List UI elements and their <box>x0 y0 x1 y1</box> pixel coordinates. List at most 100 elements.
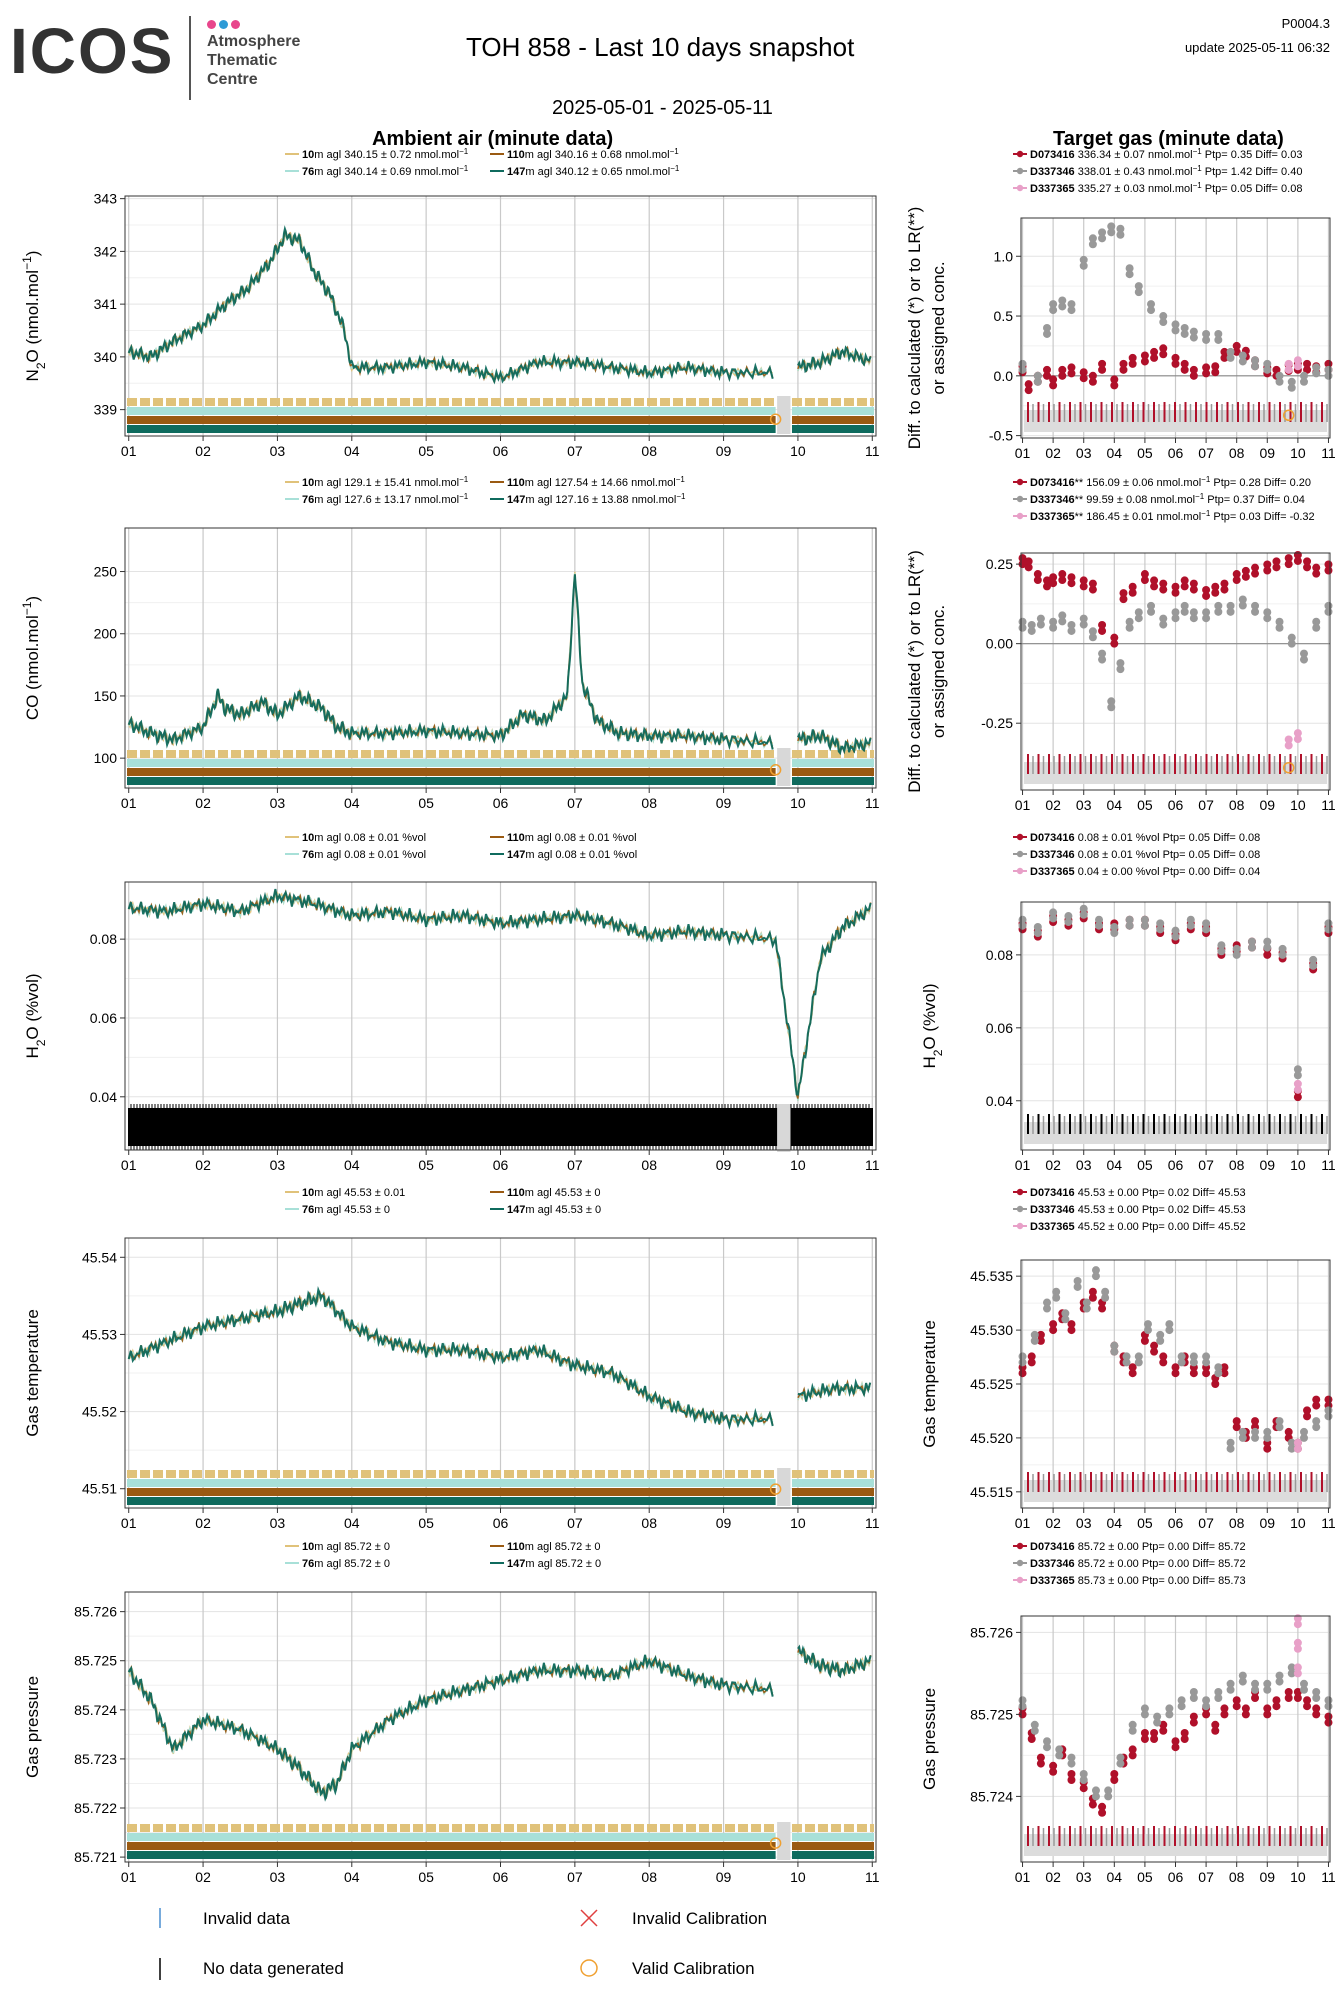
y-axis-label-part: ) <box>23 251 42 257</box>
legend-entry-part: m agl 340.16 ± 0.68 nmol.mol <box>525 149 670 161</box>
x-tick-label: 10 <box>790 1515 806 1531</box>
legend-entry-part: 156.09 ± 0.06 nmol.mol <box>1083 477 1201 489</box>
legend-entry-part: −1 <box>459 492 469 501</box>
x-tick-label: 08 <box>1229 445 1245 461</box>
left-heading: Ambient air (minute data) <box>372 128 613 150</box>
legend-entry-part: D337365 <box>1030 866 1075 878</box>
y-axis-label-part: −1 <box>20 256 34 270</box>
x-tick-label: 09 <box>1259 1515 1275 1531</box>
x-tick-label: 03 <box>1076 797 1092 813</box>
y-axis-label: Diff. to calculated (*) or to LR(**) <box>905 207 924 450</box>
y-axis-label-part: 2 <box>34 362 48 369</box>
legend-entry-part: m agl 0.08 ± 0.01 %vol <box>314 832 426 844</box>
legend-entry: 76m agl 45.53 ± 0 <box>302 1204 390 1216</box>
x-tick-label: 02 <box>1045 1515 1061 1531</box>
legend-entry: 10m agl 129.1 ± 15.41 nmol.mol−1 <box>302 475 469 490</box>
legend-entry-part: Ptp= 0.05 Diff= 0.08 <box>1202 183 1303 195</box>
legend-dot-D073416 <box>1016 478 1024 486</box>
legend-dot-D337365 <box>1016 867 1024 875</box>
x-tick-label: 02 <box>195 1157 211 1173</box>
y-axis-label: N2O (nmol.mol−1) <box>20 251 48 382</box>
legend-entry-part: 10 <box>302 1541 314 1553</box>
legend-entry-part: m agl 85.72 ± 0 <box>314 1541 390 1553</box>
x-tick-label: 11 <box>865 795 880 811</box>
legend-entry-part: 45.53 ± 0.00 <box>1075 1204 1139 1216</box>
x-tick-label: 07 <box>1198 797 1214 813</box>
y-axis-label-part: Gas temperature <box>920 1320 939 1448</box>
legend-entry-part: 147 <box>507 1558 525 1570</box>
legend-entry-part: m agl 0.08 ± 0.01 %vol <box>525 832 637 844</box>
legend-entry: D073416 85.72 ± 0.00 Ptp= 0.00 Diff= 85.… <box>1030 1541 1246 1553</box>
x-tick-label: 10 <box>1290 445 1306 461</box>
legend-entry-part: 76 <box>302 1204 314 1216</box>
x-tick-label: 01 <box>121 1515 137 1531</box>
series-line-h147 <box>127 574 872 756</box>
legend-entry-part: D073416 <box>1030 1187 1075 1199</box>
x-tick-label: 10 <box>790 1869 806 1885</box>
legend-entry-part: m agl 127.16 ± 13.88 nmol.mol <box>525 494 676 506</box>
x-tick-label: 07 <box>1198 1515 1214 1531</box>
x-tick-label: 06 <box>1168 1157 1184 1173</box>
legend-entry-part: −1 <box>1193 147 1203 156</box>
x-tick-label: 02 <box>1045 1157 1061 1173</box>
x-tick-label: 04 <box>344 1869 360 1885</box>
legend-entry-part: m agl 85.72 ± 0 <box>525 1541 601 1553</box>
legend-dot-D337346 <box>1016 167 1024 175</box>
x-tick-label: 03 <box>1076 445 1092 461</box>
y-axis-label: Gas temperature <box>23 1309 42 1437</box>
x-tick-label: 08 <box>1229 1157 1245 1173</box>
legend-entry-part: −1 <box>1195 492 1205 501</box>
legend-entry-part: Ptp= 0.05 Diff= 0.08 <box>1160 849 1261 861</box>
gap-band <box>777 396 791 434</box>
x-tick-label: 09 <box>716 1157 732 1173</box>
x-tick-label: 07 <box>567 1869 583 1885</box>
x-tick-label: 09 <box>1259 1869 1275 1885</box>
x-tick-label: 09 <box>716 443 732 459</box>
x-tick-label: 04 <box>344 1157 360 1173</box>
x-tick-label: 06 <box>493 1515 509 1531</box>
legend-entry-part: ** <box>1075 494 1084 506</box>
gap-band <box>777 1104 791 1152</box>
y-tick-label: 1.0 <box>994 248 1014 264</box>
legend-entry: 110m agl 340.16 ± 0.68 nmol.mol−1 <box>507 147 679 162</box>
series-line-h147 <box>127 888 872 1096</box>
logo-sub-line: Thematic <box>207 52 278 69</box>
valid-calibration-marker <box>1282 761 1295 774</box>
y-tick-label: 0.04 <box>986 1093 1013 1109</box>
legend-entry-part: 76 <box>302 494 314 506</box>
x-tick-label: 06 <box>1168 445 1184 461</box>
legend-entry: D337346 0.08 ± 0.01 %vol Ptp= 0.05 Diff=… <box>1030 849 1260 861</box>
x-tick-label: 08 <box>1229 797 1245 813</box>
legend-entry-part: Ptp= 0.00 Diff= 45.52 <box>1139 1221 1246 1233</box>
x-tick-label: 01 <box>121 1869 137 1885</box>
y-tick-label: 85.722 <box>74 1800 117 1816</box>
legend-entry-part: 85.72 ± 0.00 <box>1075 1558 1139 1570</box>
legend-dot-D337346 <box>1016 850 1024 858</box>
legend-entry-part: m agl 340.15 ± 0.72 nmol.mol <box>314 149 459 161</box>
x-tick-label: 06 <box>1168 1869 1184 1885</box>
valid-calibration-marker <box>769 413 782 425</box>
y-axis-label: H2O (%vol) <box>920 983 945 1068</box>
x-tick-label: 02 <box>195 1869 211 1885</box>
legend-dot-D073416 <box>1016 150 1024 158</box>
legend-entry-part: 85.72 ± 0.00 <box>1075 1541 1139 1553</box>
x-tick-label: 03 <box>270 1869 286 1885</box>
x-tick-label: 03 <box>1076 1515 1092 1531</box>
y-axis-label: or assigned conc. <box>929 605 948 738</box>
y-axis-label: or assigned conc. <box>929 261 948 394</box>
legend-entry: 110m agl 85.72 ± 0 <box>507 1541 601 1553</box>
legend-entry-part: 147 <box>507 494 525 506</box>
logo-dots <box>207 16 240 34</box>
x-tick-label: 01 <box>121 1157 137 1173</box>
x-tick-label: 06 <box>493 1157 509 1173</box>
x-tick-label: 02 <box>195 443 211 459</box>
legend-entry-part: Ptp= 0.03 Diff= -0.32 <box>1210 511 1314 523</box>
legend-entry: 76m agl 85.72 ± 0 <box>302 1558 390 1570</box>
x-tick-label: 09 <box>1259 445 1275 461</box>
x-tick-label: 07 <box>567 795 583 811</box>
legend-entry-part: D073416 <box>1030 477 1075 489</box>
y-tick-label: 0.06 <box>986 1020 1013 1036</box>
legend-entry-part: Ptp= 0.28 Diff= 0.20 <box>1210 477 1311 489</box>
x-tick-label: 10 <box>790 1157 806 1173</box>
